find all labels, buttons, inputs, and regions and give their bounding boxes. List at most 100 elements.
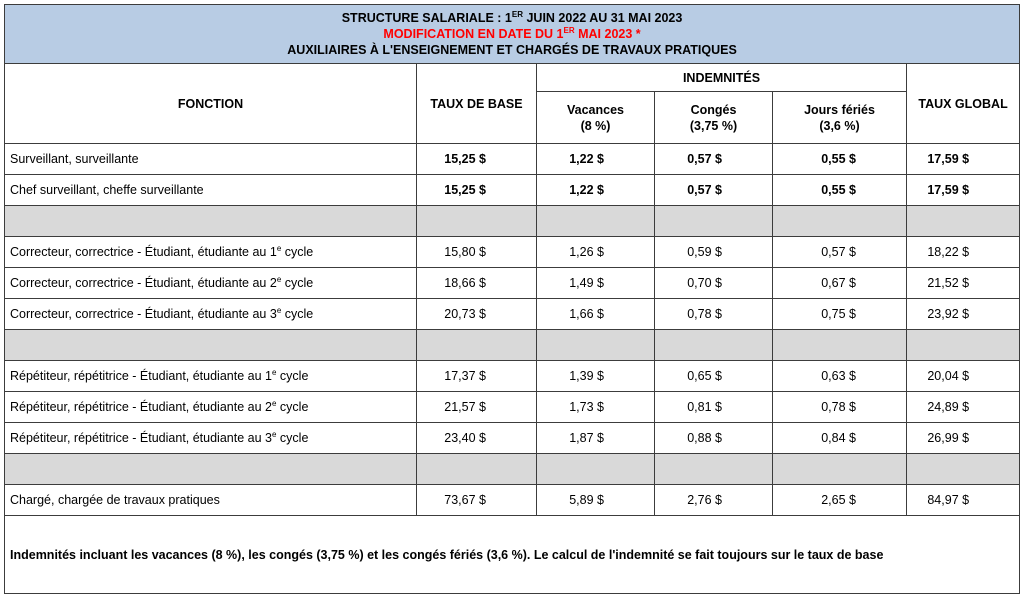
cell-taux-global: 23,92 $: [905, 298, 1021, 330]
separator-cell: [416, 453, 537, 485]
cell-taux-base: 73,67 $: [416, 484, 537, 516]
cell-conges: 0,59 $: [654, 236, 773, 268]
cell-vacances: 5,89 $: [536, 484, 655, 516]
cell-conges: 2,76 $: [654, 484, 773, 516]
cell-fonction: Répétiteur, répétitrice - Étudiant, étud…: [4, 360, 417, 392]
cell-vacances: 1,87 $: [536, 422, 655, 454]
cell-conges: 0,81 $: [654, 391, 773, 423]
separator-cell: [905, 205, 1021, 237]
separator-cell: [4, 329, 417, 361]
cell-vacances: 1,26 $: [536, 236, 655, 268]
cell-fonction: Chargé, chargée de travaux pratiques: [4, 484, 417, 516]
cell-jours-feries: 0,75 $: [772, 298, 907, 330]
cell-taux-global: 17,59 $: [905, 174, 1021, 206]
cell-taux-base: 20,73 $: [416, 298, 537, 330]
cell-taux-base: 15,25 $: [416, 143, 537, 175]
title-row: STRUCTURE SALARIALE : 1ER JUIN 2022 AU 3…: [3, 4, 1021, 64]
cell-taux-base: 23,40 $: [416, 422, 537, 454]
cell-taux-global: 26,99 $: [905, 422, 1021, 454]
cell-fonction: Correcteur, correctrice - Étudiant, étud…: [4, 298, 417, 330]
separator-cell: [772, 453, 907, 485]
cell-taux-base: 18,66 $: [416, 267, 537, 299]
cell-taux-base: 21,57 $: [416, 391, 537, 423]
cell-vacances: 1,22 $: [536, 143, 655, 175]
title-block: STRUCTURE SALARIALE : 1ER JUIN 2022 AU 3…: [3, 4, 1021, 64]
cell-jours-feries: 0,84 $: [772, 422, 907, 454]
separator-cell: [772, 205, 907, 237]
cell-jours-feries: 0,63 $: [772, 360, 907, 392]
separator-cell: [536, 205, 655, 237]
header-jours-feries: Jours fériés (3,6 %): [772, 91, 907, 144]
cell-conges: 0,57 $: [654, 143, 773, 175]
cell-vacances: 1,73 $: [536, 391, 655, 423]
salary-structure-sheet: STRUCTURE SALARIALE : 1ER JUIN 2022 AU 3…: [3, 4, 1021, 594]
cell-jours-feries: 0,55 $: [772, 174, 907, 206]
separator-cell: [654, 205, 773, 237]
cell-taux-global: 24,89 $: [905, 391, 1021, 423]
separator-cell: [772, 329, 907, 361]
separator-cell: [4, 453, 417, 485]
separator-cell: [905, 329, 1021, 361]
separator-row: [4, 205, 1021, 237]
title-line-3: AUXILIAIRES À L'ENSEIGNEMENT ET CHARGÉS …: [287, 43, 737, 57]
cell-fonction: Correcteur, correctrice - Étudiant, étud…: [4, 236, 417, 268]
cell-vacances: 1,66 $: [536, 298, 655, 330]
header-row-1: FONCTION TAUX DE BASE INDEMNITÉS TAUX GL…: [4, 63, 1021, 144]
footnote: Indemnités incluant les vacances (8 %), …: [3, 515, 1021, 594]
cell-vacances: 1,22 $: [536, 174, 655, 206]
separator-cell: [654, 329, 773, 361]
cell-taux-base: 15,25 $: [416, 174, 537, 206]
cell-taux-global: 18,22 $: [905, 236, 1021, 268]
cell-taux-global: 20,04 $: [905, 360, 1021, 392]
header-conges: Congés (3,75 %): [654, 91, 773, 144]
cell-taux-global: 21,52 $: [905, 267, 1021, 299]
cell-taux-base: 15,80 $: [416, 236, 537, 268]
header-vacances: Vacances (8 %): [536, 91, 655, 144]
cell-fonction: Répétiteur, répétitrice - Étudiant, étud…: [4, 391, 417, 423]
header-row-2: Vacances (8 %) Congés (3,75 %) Jours férié…: [5, 91, 1020, 144]
header-taux-global: TAUX GLOBAL: [905, 63, 1021, 144]
separator-cell: [654, 453, 773, 485]
table-row: Répétiteur, répétitrice - Étudiant, étud…: [4, 360, 1021, 392]
cell-fonction: Répétiteur, répétitrice - Étudiant, étud…: [4, 422, 417, 454]
cell-fonction: Correcteur, correctrice - Étudiant, étud…: [4, 267, 417, 299]
table-row: Chargé, chargée de travaux pratiques 73,…: [4, 484, 1021, 516]
header-fonction: FONCTION: [4, 63, 417, 144]
cell-conges: 0,78 $: [654, 298, 773, 330]
separator-row: [4, 453, 1021, 485]
table-row: Surveillant, surveillante 15,25 $ 1,22 $…: [4, 143, 1021, 175]
separator-cell: [4, 205, 417, 237]
cell-conges: 0,88 $: [654, 422, 773, 454]
table-row: Répétiteur, répétitrice - Étudiant, étud…: [4, 391, 1021, 423]
cell-vacances: 1,49 $: [536, 267, 655, 299]
table-row: Correcteur, correctrice - Étudiant, étud…: [4, 267, 1021, 299]
note-row: Indemnités incluant les vacances (8 %), …: [3, 515, 1021, 594]
separator-cell: [536, 329, 655, 361]
cell-conges: 0,65 $: [654, 360, 773, 392]
cell-taux-base: 17,37 $: [416, 360, 537, 392]
cell-jours-feries: 0,57 $: [772, 236, 907, 268]
separator-cell: [416, 329, 537, 361]
cell-conges: 0,70 $: [654, 267, 773, 299]
header-taux-base: TAUX DE BASE: [416, 63, 537, 144]
table-row: Correcteur, correctrice - Étudiant, étud…: [4, 298, 1021, 330]
cell-conges: 0,57 $: [654, 174, 773, 206]
cell-fonction: Surveillant, surveillante: [4, 143, 417, 175]
cell-jours-feries: 0,55 $: [772, 143, 907, 175]
cell-jours-feries: 0,67 $: [772, 267, 907, 299]
cell-vacances: 1,39 $: [536, 360, 655, 392]
modification-line: MODIFICATION EN DATE DU 1ER MAI 2023 *: [383, 26, 641, 42]
cell-jours-feries: 2,65 $: [772, 484, 907, 516]
separator-row: [4, 329, 1021, 361]
separator-cell: [536, 453, 655, 485]
cell-fonction: Chef surveillant, cheffe surveillante: [4, 174, 417, 206]
cell-taux-global: 84,97 $: [905, 484, 1021, 516]
table-row: Répétiteur, répétitrice - Étudiant, étud…: [4, 422, 1021, 454]
table-row: Chef surveillant, cheffe surveillante 15…: [4, 174, 1021, 206]
table-row: Correcteur, correctrice - Étudiant, étud…: [4, 236, 1021, 268]
salary-table: STRUCTURE SALARIALE : 1ER JUIN 2022 AU 3…: [3, 4, 1021, 594]
separator-cell: [416, 205, 537, 237]
separator-cell: [905, 453, 1021, 485]
header-indemnites: INDEMNITÉS: [536, 63, 907, 92]
title-line-1: STRUCTURE SALARIALE : 1ER JUIN 2022 AU 3…: [341, 10, 683, 26]
